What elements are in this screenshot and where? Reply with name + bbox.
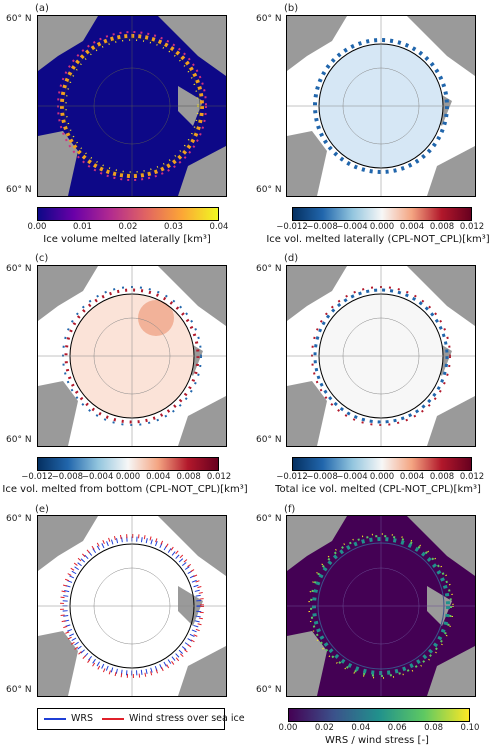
- panel-e: (e) 60° N 60° N WRS Wind stress over sea…: [0, 500, 250, 747]
- map-drawing: [287, 16, 475, 196]
- tick-label: −0.012: [276, 472, 308, 482]
- panel-label: (a): [35, 3, 49, 14]
- panel-label: (b): [284, 3, 299, 14]
- map-drawing: [287, 266, 475, 446]
- colorbar-ticks: −0.012 −0.008 −0.004 0.000 0.004 0.008 0…: [21, 472, 231, 484]
- tick-label: 0.008: [429, 222, 455, 232]
- colorbar-ticks: 0.00 0.01 0.02 0.03 0.04: [28, 222, 229, 234]
- lat-label-bottom: 60° N: [256, 185, 282, 195]
- map-drawing: [38, 266, 226, 446]
- lat-label-bottom: 60° N: [6, 435, 32, 445]
- panel-d: (d) 60° N 60° N −0.012 −0.008 −0.004 0.0…: [250, 249, 500, 500]
- map-drawing: [38, 16, 226, 196]
- tick-label: 0.008: [429, 472, 455, 482]
- lat-label-top: 60° N: [6, 514, 32, 524]
- legend-label: Wind stress over sea ice: [129, 713, 245, 724]
- tick-label: −0.004: [336, 222, 368, 232]
- colorbar: [288, 708, 470, 722]
- colorbar-title: Ice vol. melted laterally (CPL-NOT_CPL)[…: [266, 234, 490, 245]
- lat-label-top: 60° N: [256, 514, 282, 524]
- lat-label-top: 60° N: [256, 264, 282, 274]
- tick-label: 0.000: [115, 472, 141, 482]
- tick-label: 0.000: [369, 222, 395, 232]
- tick-label: 0.004: [399, 472, 425, 482]
- tick-label: 0.03: [164, 222, 183, 232]
- colorbar-title: WRS / wind stress [-]: [325, 735, 429, 746]
- lat-label-top: 60° N: [6, 264, 32, 274]
- arctic-map: [286, 15, 476, 197]
- tick-label: 0.04: [209, 222, 229, 232]
- legend-label: WRS: [71, 713, 94, 724]
- tick-label: 0.02: [118, 222, 138, 232]
- lat-label-bottom: 60° N: [6, 685, 32, 695]
- tick-label: −0.004: [336, 472, 368, 482]
- panel-label: (e): [35, 504, 49, 515]
- colorbar-ticks: −0.012 −0.008 −0.004 0.000 0.004 0.008 0…: [276, 222, 484, 234]
- tick-label: −0.008: [51, 472, 84, 482]
- legend-swatch: [44, 717, 66, 720]
- colorbar: [37, 457, 219, 471]
- panel-f: (f) 60° N 60° N 0.00 0.02 0.04 0.06 0.08…: [250, 500, 500, 747]
- lat-label-top: 60° N: [256, 14, 282, 24]
- panel-label: (f): [284, 504, 296, 515]
- tick-label: −0.008: [306, 472, 338, 482]
- arctic-map: [37, 265, 227, 447]
- tick-label: 0.00: [27, 222, 47, 232]
- legend: WRS Wind stress over sea ice: [37, 708, 245, 730]
- colorbar-ticks: 0.00 0.02 0.04 0.06 0.08 0.10: [279, 723, 480, 735]
- tick-label: 0.10: [460, 723, 480, 733]
- tick-label: 0.012: [459, 472, 485, 482]
- tick-label: 0.06: [387, 723, 407, 733]
- tick-label: 0.008: [176, 472, 201, 482]
- tick-label: 0.08: [424, 723, 444, 733]
- colorbar-title: Ice vol. melted from bottom (CPL-NOT_CPL…: [2, 484, 248, 495]
- legend-item-wind-stress: Wind stress over sea ice: [102, 713, 245, 724]
- panel-b: (b) 60° N 60° N −0.012 −0.008 −0.004 0.0…: [250, 0, 500, 249]
- colorbar: [292, 207, 472, 221]
- panel-label: (d): [284, 253, 299, 264]
- tick-label: 0.012: [206, 472, 232, 482]
- lat-label-top: 60° N: [6, 14, 32, 24]
- tick-label: −0.004: [81, 472, 114, 482]
- map-drawing: [287, 516, 475, 696]
- colorbar-ticks: −0.012 −0.008 −0.004 0.000 0.004 0.008 0…: [276, 472, 484, 484]
- colorbar: [37, 207, 219, 221]
- arctic-map: [37, 15, 227, 197]
- lat-label-bottom: 60° N: [256, 685, 282, 695]
- colorbar-title: Total ice vol. melted (CPL-NOT_CPL)[km³]: [275, 484, 481, 495]
- tick-label: 0.004: [146, 472, 171, 482]
- arctic-map: [286, 265, 476, 447]
- colorbar: [292, 457, 472, 471]
- map-drawing: [38, 516, 226, 696]
- panel-c: (c) 60° N 60° N −0.012 −0.008 −0.004 0.0…: [0, 249, 250, 500]
- tick-label: 0.000: [369, 472, 395, 482]
- tick-label: 0.012: [459, 222, 485, 232]
- panel-label: (c): [35, 253, 49, 264]
- tick-label: 0.01: [73, 222, 92, 232]
- tick-label: −0.012: [276, 222, 308, 232]
- tick-label: 0.02: [314, 723, 334, 733]
- lat-label-bottom: 60° N: [256, 435, 282, 445]
- tick-label: 0.004: [399, 222, 425, 232]
- arctic-map: [286, 515, 476, 697]
- lat-label-bottom: 60° N: [6, 185, 32, 195]
- panel-a: (a) 60° N 60° N 0.00 0.01 0.02 0.03 0.04…: [0, 0, 250, 249]
- legend-item-wrs: WRS: [44, 713, 93, 724]
- tick-label: 0.00: [278, 723, 298, 733]
- arctic-map: [37, 515, 227, 697]
- tick-label: −0.012: [21, 472, 53, 482]
- tick-label: −0.008: [306, 222, 338, 232]
- colorbar-title: Ice volume melted laterally [km³]: [43, 234, 211, 245]
- tick-label: 0.04: [351, 723, 371, 733]
- legend-swatch: [102, 717, 124, 720]
